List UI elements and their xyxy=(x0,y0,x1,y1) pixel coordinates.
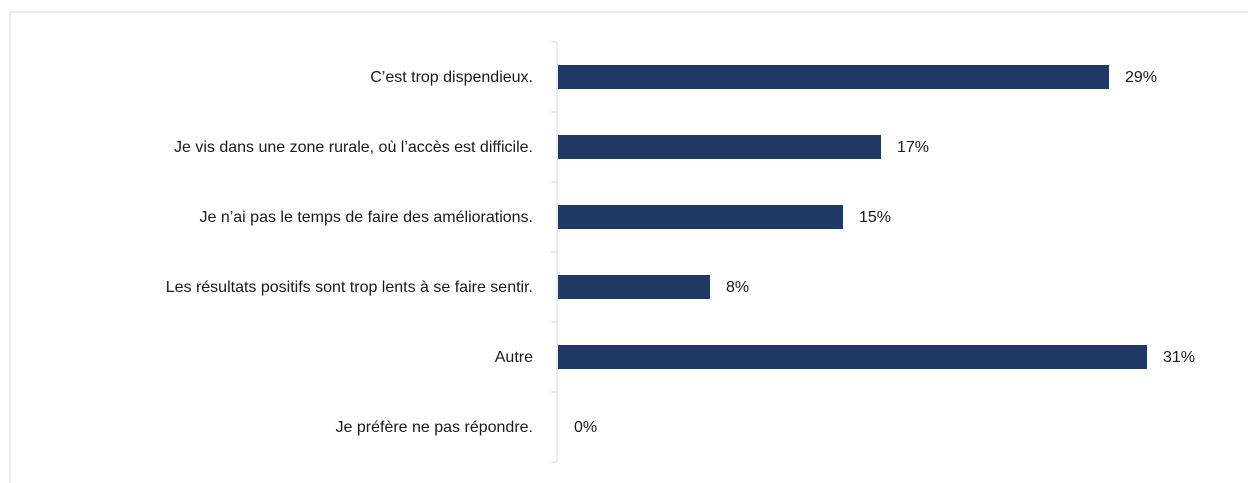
category-label: Je n’ai pas le temps de faire des amélio… xyxy=(199,209,533,226)
data-label: 29% xyxy=(1125,69,1157,86)
category-label: Je préfère ne pas répondre. xyxy=(336,419,533,436)
category-label: Je vis dans une zone rurale, où l’accès … xyxy=(174,139,533,156)
bar xyxy=(558,65,1109,89)
data-label: 0% xyxy=(574,419,597,436)
chart-frame xyxy=(9,11,1248,483)
bar xyxy=(558,205,843,229)
data-label: 17% xyxy=(897,139,929,156)
category-label: C’est trop dispendieux. xyxy=(370,69,533,86)
data-label: 15% xyxy=(859,209,891,226)
bar xyxy=(558,345,1147,369)
bar xyxy=(558,135,881,159)
data-label: 31% xyxy=(1163,349,1195,366)
category-label: Autre xyxy=(495,349,533,366)
category-label: Les résultats positifs sont trop lents à… xyxy=(166,279,533,296)
bar xyxy=(558,275,710,299)
data-label: 8% xyxy=(726,279,749,296)
